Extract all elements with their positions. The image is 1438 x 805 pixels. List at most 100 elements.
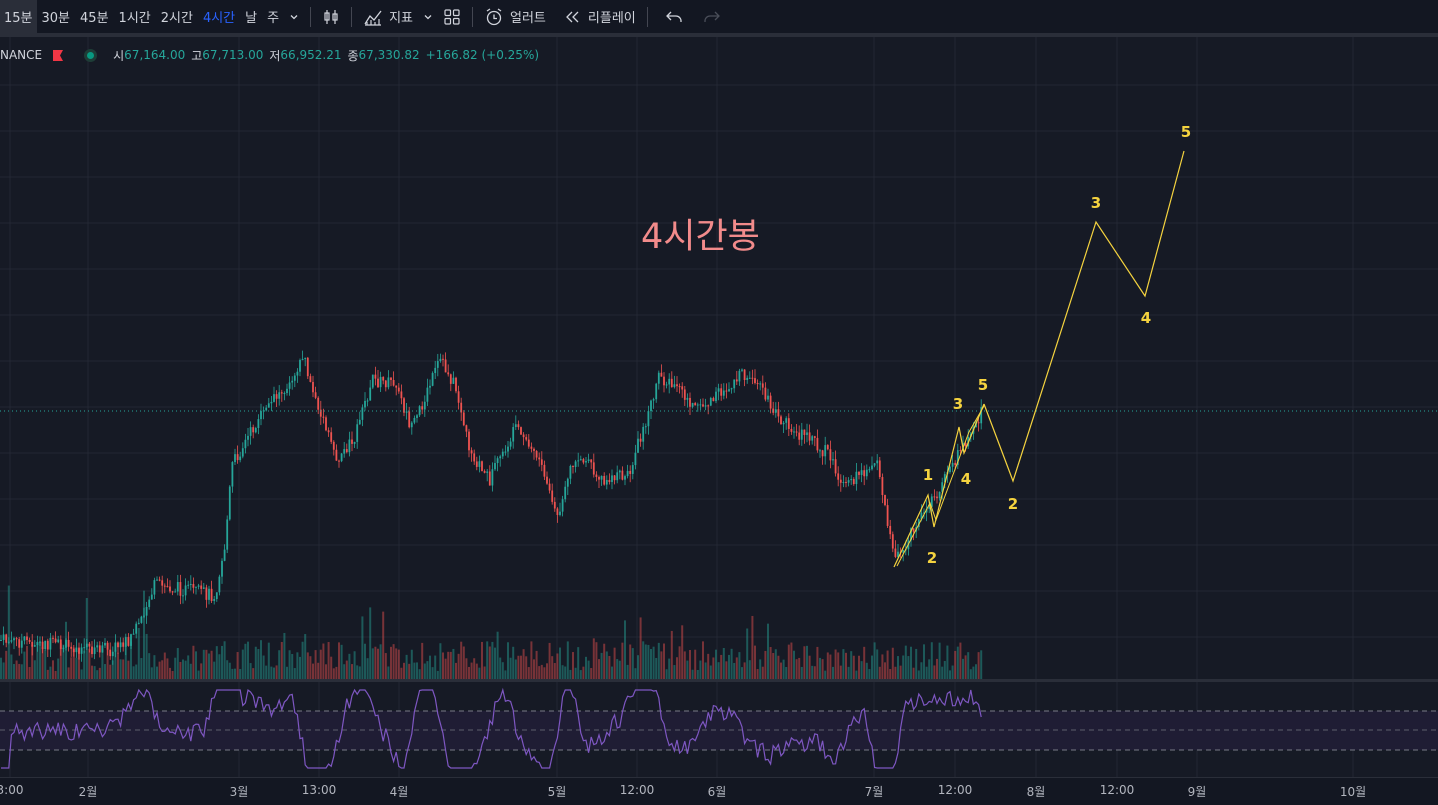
volume-bar — [10, 654, 13, 679]
volume-bar — [980, 650, 983, 679]
candle-body — [106, 642, 109, 650]
candle-body — [910, 528, 912, 541]
candle-body — [234, 454, 236, 463]
volume-bar — [621, 642, 624, 679]
candle-body — [676, 384, 678, 387]
candle-body — [691, 403, 694, 407]
candle-body — [793, 431, 795, 433]
candle-body — [327, 430, 330, 433]
volume-bar — [244, 643, 247, 679]
volume-bar — [137, 628, 140, 679]
volume-bar — [793, 650, 795, 679]
candle-body — [319, 409, 322, 417]
candle-body — [2, 634, 5, 640]
volume-bar — [509, 657, 512, 679]
candle-body — [764, 387, 767, 400]
interval-15m-button[interactable]: 15분 — [0, 0, 37, 33]
candle-body — [917, 519, 920, 528]
candle-body — [769, 395, 772, 409]
wave-label-small-5: 5 — [978, 376, 988, 394]
candle-body — [709, 397, 712, 406]
candle-body — [878, 460, 881, 478]
volume-bar — [299, 656, 301, 679]
indicators-icon — [364, 10, 382, 26]
candle-body — [49, 637, 52, 650]
price-chart[interactable]: 1 2 3 4 5 2 3 4 5 — [0, 37, 1438, 777]
wave-label-big-3: 3 — [1091, 194, 1101, 212]
volume-bar — [338, 642, 340, 679]
candle-body — [280, 392, 283, 394]
candle-body — [754, 378, 756, 384]
volume-bar — [564, 666, 567, 679]
volume-bar — [15, 660, 18, 679]
templates-button[interactable] — [438, 0, 466, 33]
candle-body — [470, 450, 473, 454]
volume-bar — [613, 647, 616, 679]
volume-bar — [819, 657, 821, 679]
volume-bar — [694, 649, 697, 679]
candle-body — [642, 426, 645, 442]
volume-bar — [915, 648, 918, 679]
candle-body — [270, 401, 273, 404]
candle-body — [618, 470, 621, 473]
volume-bar — [780, 662, 782, 679]
redo-button[interactable] — [698, 0, 726, 33]
volume-bar — [96, 670, 99, 679]
alert-button[interactable]: 얼러트 — [479, 0, 551, 33]
volume-bar — [774, 649, 777, 679]
indicators-dropdown-button[interactable] — [418, 0, 438, 33]
volume-bar — [452, 648, 455, 679]
undo-button[interactable] — [660, 0, 688, 33]
candle-body — [509, 441, 512, 447]
volume-bar — [377, 648, 379, 679]
interval-45m-button[interactable]: 45분 — [80, 11, 109, 26]
chart-type-button[interactable] — [317, 0, 345, 33]
interval-30m-button[interactable]: 30분 — [41, 11, 71, 26]
candle-body — [592, 462, 595, 475]
candle-body — [366, 400, 369, 402]
volume-bar — [28, 667, 31, 679]
volume-bar — [811, 665, 814, 679]
indicators-button[interactable]: 지표 — [358, 0, 418, 33]
volume-bar — [410, 649, 413, 679]
candle-body — [72, 648, 75, 653]
flag-icon[interactable] — [52, 49, 64, 61]
candle-body — [358, 419, 361, 425]
interval-dropdown-button[interactable] — [284, 0, 304, 33]
volume-bar — [842, 649, 845, 679]
candle-body — [306, 357, 309, 377]
interval-1h-button[interactable]: 1시간 — [118, 11, 151, 26]
candle-body — [153, 580, 156, 595]
interval-2h-button[interactable]: 2시간 — [160, 11, 193, 26]
volume-bar — [639, 617, 642, 679]
volume-bar — [273, 667, 275, 679]
candle-body — [816, 437, 819, 451]
volume-bar — [442, 652, 444, 679]
candle-body — [689, 397, 691, 407]
interval-4h-button[interactable]: 4시간 — [202, 11, 236, 26]
interval-day-button[interactable]: 날 — [245, 11, 258, 26]
volume-bar — [527, 667, 530, 679]
chart-annotation-text[interactable]: 4시간봉 — [641, 217, 760, 257]
interval-week-button[interactable]: 주 — [267, 11, 280, 26]
candle-body — [499, 456, 502, 459]
volume-bar — [382, 611, 385, 679]
candle-body — [67, 639, 70, 647]
volume-bar — [416, 662, 418, 679]
candle-body — [192, 584, 195, 588]
candle-body — [579, 459, 582, 461]
symbol-name[interactable]: NANCE — [0, 48, 43, 62]
volume-bar — [559, 647, 561, 679]
volume-bar — [187, 655, 190, 679]
candle-body — [20, 640, 23, 648]
volume-bar — [852, 655, 855, 679]
volume-bar — [135, 664, 138, 679]
volume-bar — [746, 628, 749, 679]
volume-bar — [392, 644, 395, 679]
replay-button[interactable]: 리플레이 — [559, 0, 641, 33]
volume-bar — [353, 651, 356, 679]
time-axis[interactable]: 3:00 2월 3월 13:00 4월 5월 12:00 6월 7월 12:00… — [0, 777, 1438, 805]
volume-bar — [340, 644, 343, 679]
volume-bar — [566, 641, 569, 679]
volume-bar — [600, 652, 603, 679]
